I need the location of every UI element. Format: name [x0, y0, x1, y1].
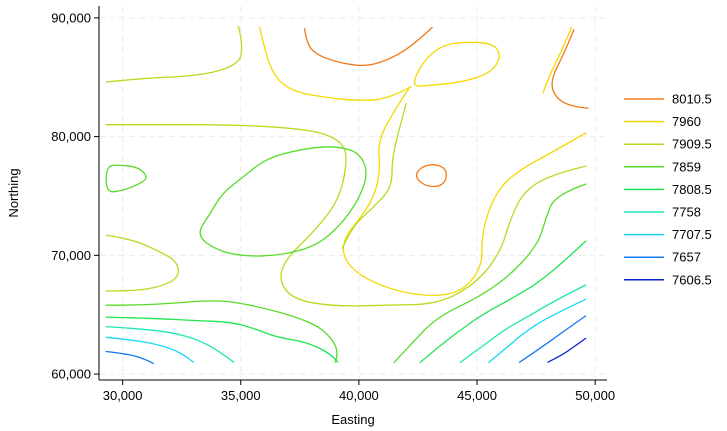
legend-label: 7859	[672, 159, 701, 174]
legend-label: 7758	[672, 205, 701, 220]
x-axis-title: Easting	[331, 412, 374, 427]
contour-line-7960	[342, 88, 587, 297]
contour-line-7808-5	[105, 316, 339, 363]
contour-line-7960	[259, 26, 412, 101]
contour-line-7606-5	[547, 337, 587, 363]
x-tick-label: 35,000	[221, 388, 261, 403]
contour-lines	[105, 25, 589, 365]
contour-line-7758	[459, 284, 587, 363]
contour-line-7909-5	[105, 234, 179, 292]
x-tick-label: 40,000	[339, 388, 379, 403]
legend-label: 7909.5	[672, 137, 712, 152]
legend-label: 8010.5	[672, 92, 712, 107]
y-tick-label: 80,000	[51, 129, 91, 144]
contour-line-7859	[199, 146, 367, 257]
legend: 8010.5 7960 7909.5 7859 7808.5 7758 7707.5 7657…	[624, 92, 712, 287]
y-axis-title: Northing	[6, 168, 21, 217]
contour-line-7960	[542, 26, 573, 94]
x-tick-label: 45,000	[457, 388, 497, 403]
contour-line-8010-5	[303, 26, 433, 67]
y-tick-label: 90,000	[51, 10, 91, 25]
contour-line-7909-5	[105, 25, 243, 83]
contour-line-7758	[105, 325, 235, 363]
contour-line-8010-5	[551, 29, 589, 109]
contour-line-7707-5	[105, 336, 195, 363]
legend-label: 7707.5	[672, 227, 712, 242]
contour-line-7808-5	[419, 240, 587, 363]
contour-line-7707-5	[488, 298, 587, 363]
legend-label: 7808.5	[672, 182, 712, 197]
contour-line-7909-5	[341, 102, 407, 249]
contour-line-7859	[105, 164, 147, 193]
contour-line-8010-5	[415, 164, 447, 188]
contour-line-7960	[413, 41, 500, 87]
contour-line-7859	[105, 300, 338, 363]
y-tick-label: 70,000	[51, 248, 91, 263]
x-tick-label: 30,000	[103, 388, 143, 403]
contour-line-7657	[518, 315, 587, 363]
axes: 30,000 35,000 40,000 45,000 50,000 60,000 70,0…	[51, 6, 615, 403]
legend-label: 7657	[672, 250, 701, 265]
contour-line-7859	[393, 183, 587, 363]
legend-label: 7606.5	[672, 272, 712, 287]
y-tick-label: 60,000	[51, 367, 91, 382]
contour-line-7657	[105, 350, 154, 365]
legend-label: 7960	[672, 114, 701, 129]
contour-line-7909-5	[105, 124, 587, 307]
x-tick-label: 50,000	[575, 388, 615, 403]
